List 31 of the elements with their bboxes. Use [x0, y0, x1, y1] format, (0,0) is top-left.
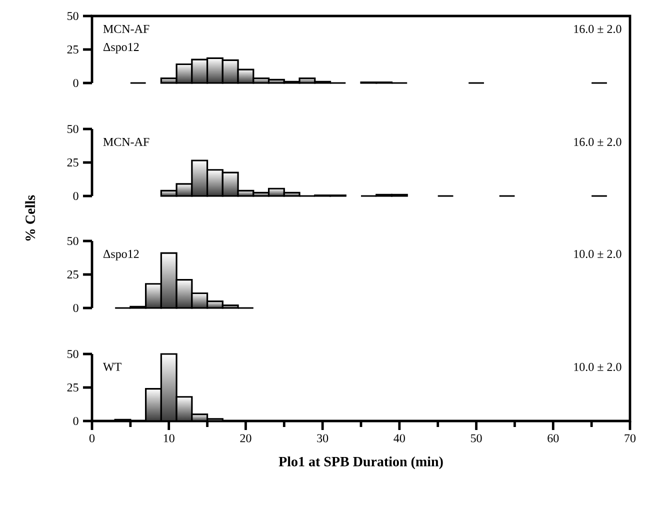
- x-tick-label: 50: [470, 434, 482, 442]
- annotation: WT: [102, 362, 122, 371]
- y-tick-label: 0: [73, 192, 78, 200]
- annotation: Δspo12: [103, 250, 139, 260]
- y-tick-label: 0: [73, 78, 78, 88]
- y-tick-label: 25: [67, 158, 78, 167]
- x-tick-label: 30: [317, 434, 328, 442]
- y-tick-label: 0: [73, 416, 78, 426]
- y-tick-label: 25: [67, 383, 78, 392]
- annotation: 16.0 ± 2.0: [574, 138, 622, 146]
- y-tick-label: 25: [67, 270, 78, 279]
- x-tick-label: 10: [164, 434, 174, 442]
- x-tick-label: 60: [548, 434, 559, 442]
- y-tick-label: 50: [67, 236, 78, 246]
- x-tick-label: 20: [240, 434, 252, 442]
- y-tick-label: 50: [67, 12, 78, 20]
- y-tick-label: 50: [67, 350, 78, 358]
- x-tick-label: 40: [394, 434, 405, 442]
- x-tick-label: 0: [89, 434, 95, 442]
- x-axis-title: Plo1 at SPB Duration (min): [278, 456, 443, 470]
- y-tick-label: 50: [67, 124, 78, 134]
- annotation: 10.0 ± 2.0: [574, 250, 622, 258]
- annotation: MCN-AF: [103, 24, 150, 33]
- y-axis-title: % Cells: [25, 195, 36, 241]
- x-tick-label: 70: [624, 434, 636, 442]
- annotation: 10.0 ± 2.0: [574, 362, 622, 372]
- y-tick-label: 0: [73, 304, 78, 312]
- annotation: Δspo12: [103, 42, 139, 54]
- annotation: 16.0 ± 2.0: [574, 24, 622, 34]
- y-tick-label: 25: [67, 45, 78, 54]
- annotation: MCN-AF: [103, 138, 150, 146]
